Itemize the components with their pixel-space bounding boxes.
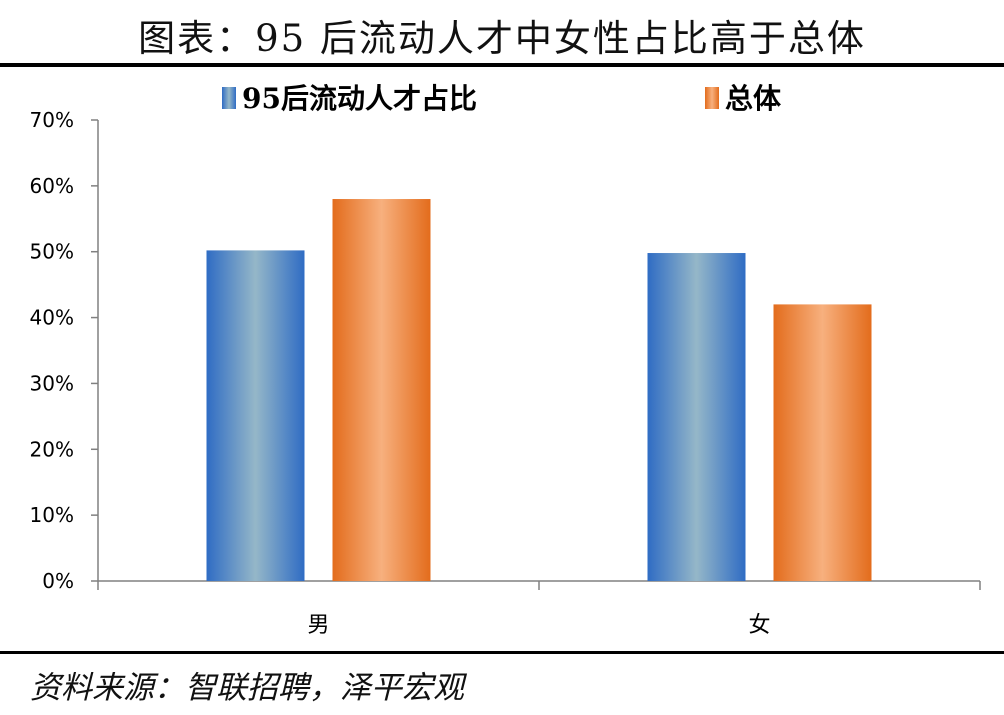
bar [773, 304, 872, 581]
y-tick-label: 50% [30, 240, 74, 264]
y-tick-label: 10% [30, 503, 74, 527]
y-tick-label: 0% [42, 569, 74, 593]
bars [206, 199, 872, 581]
y-tick-label: 20% [30, 437, 74, 461]
legend-swatch [705, 87, 719, 109]
y-tick-label: 30% [30, 371, 74, 395]
legend-label: 95后流动人才占比 [242, 82, 477, 115]
legend-swatch [222, 87, 236, 109]
bar [206, 250, 305, 581]
legend: 95后流动人才占比 总体 [222, 82, 782, 115]
bar [647, 253, 746, 581]
title-rule [0, 63, 1004, 67]
y-tick-label: 40% [30, 306, 74, 330]
x-tick-label: 男 [307, 613, 329, 638]
x-tick-label: 女 [748, 613, 770, 638]
bar [332, 199, 431, 581]
y-tick-label: 60% [30, 174, 74, 198]
y-tick-label: 70% [30, 108, 74, 132]
legend-label: 总体 [725, 82, 782, 115]
source-note: 资料来源：智联招聘，泽平宏观 [30, 670, 464, 706]
chart-title: 图表：95 后流动人才中女性占比高于总体 [138, 17, 866, 60]
source-rule [0, 651, 1004, 654]
